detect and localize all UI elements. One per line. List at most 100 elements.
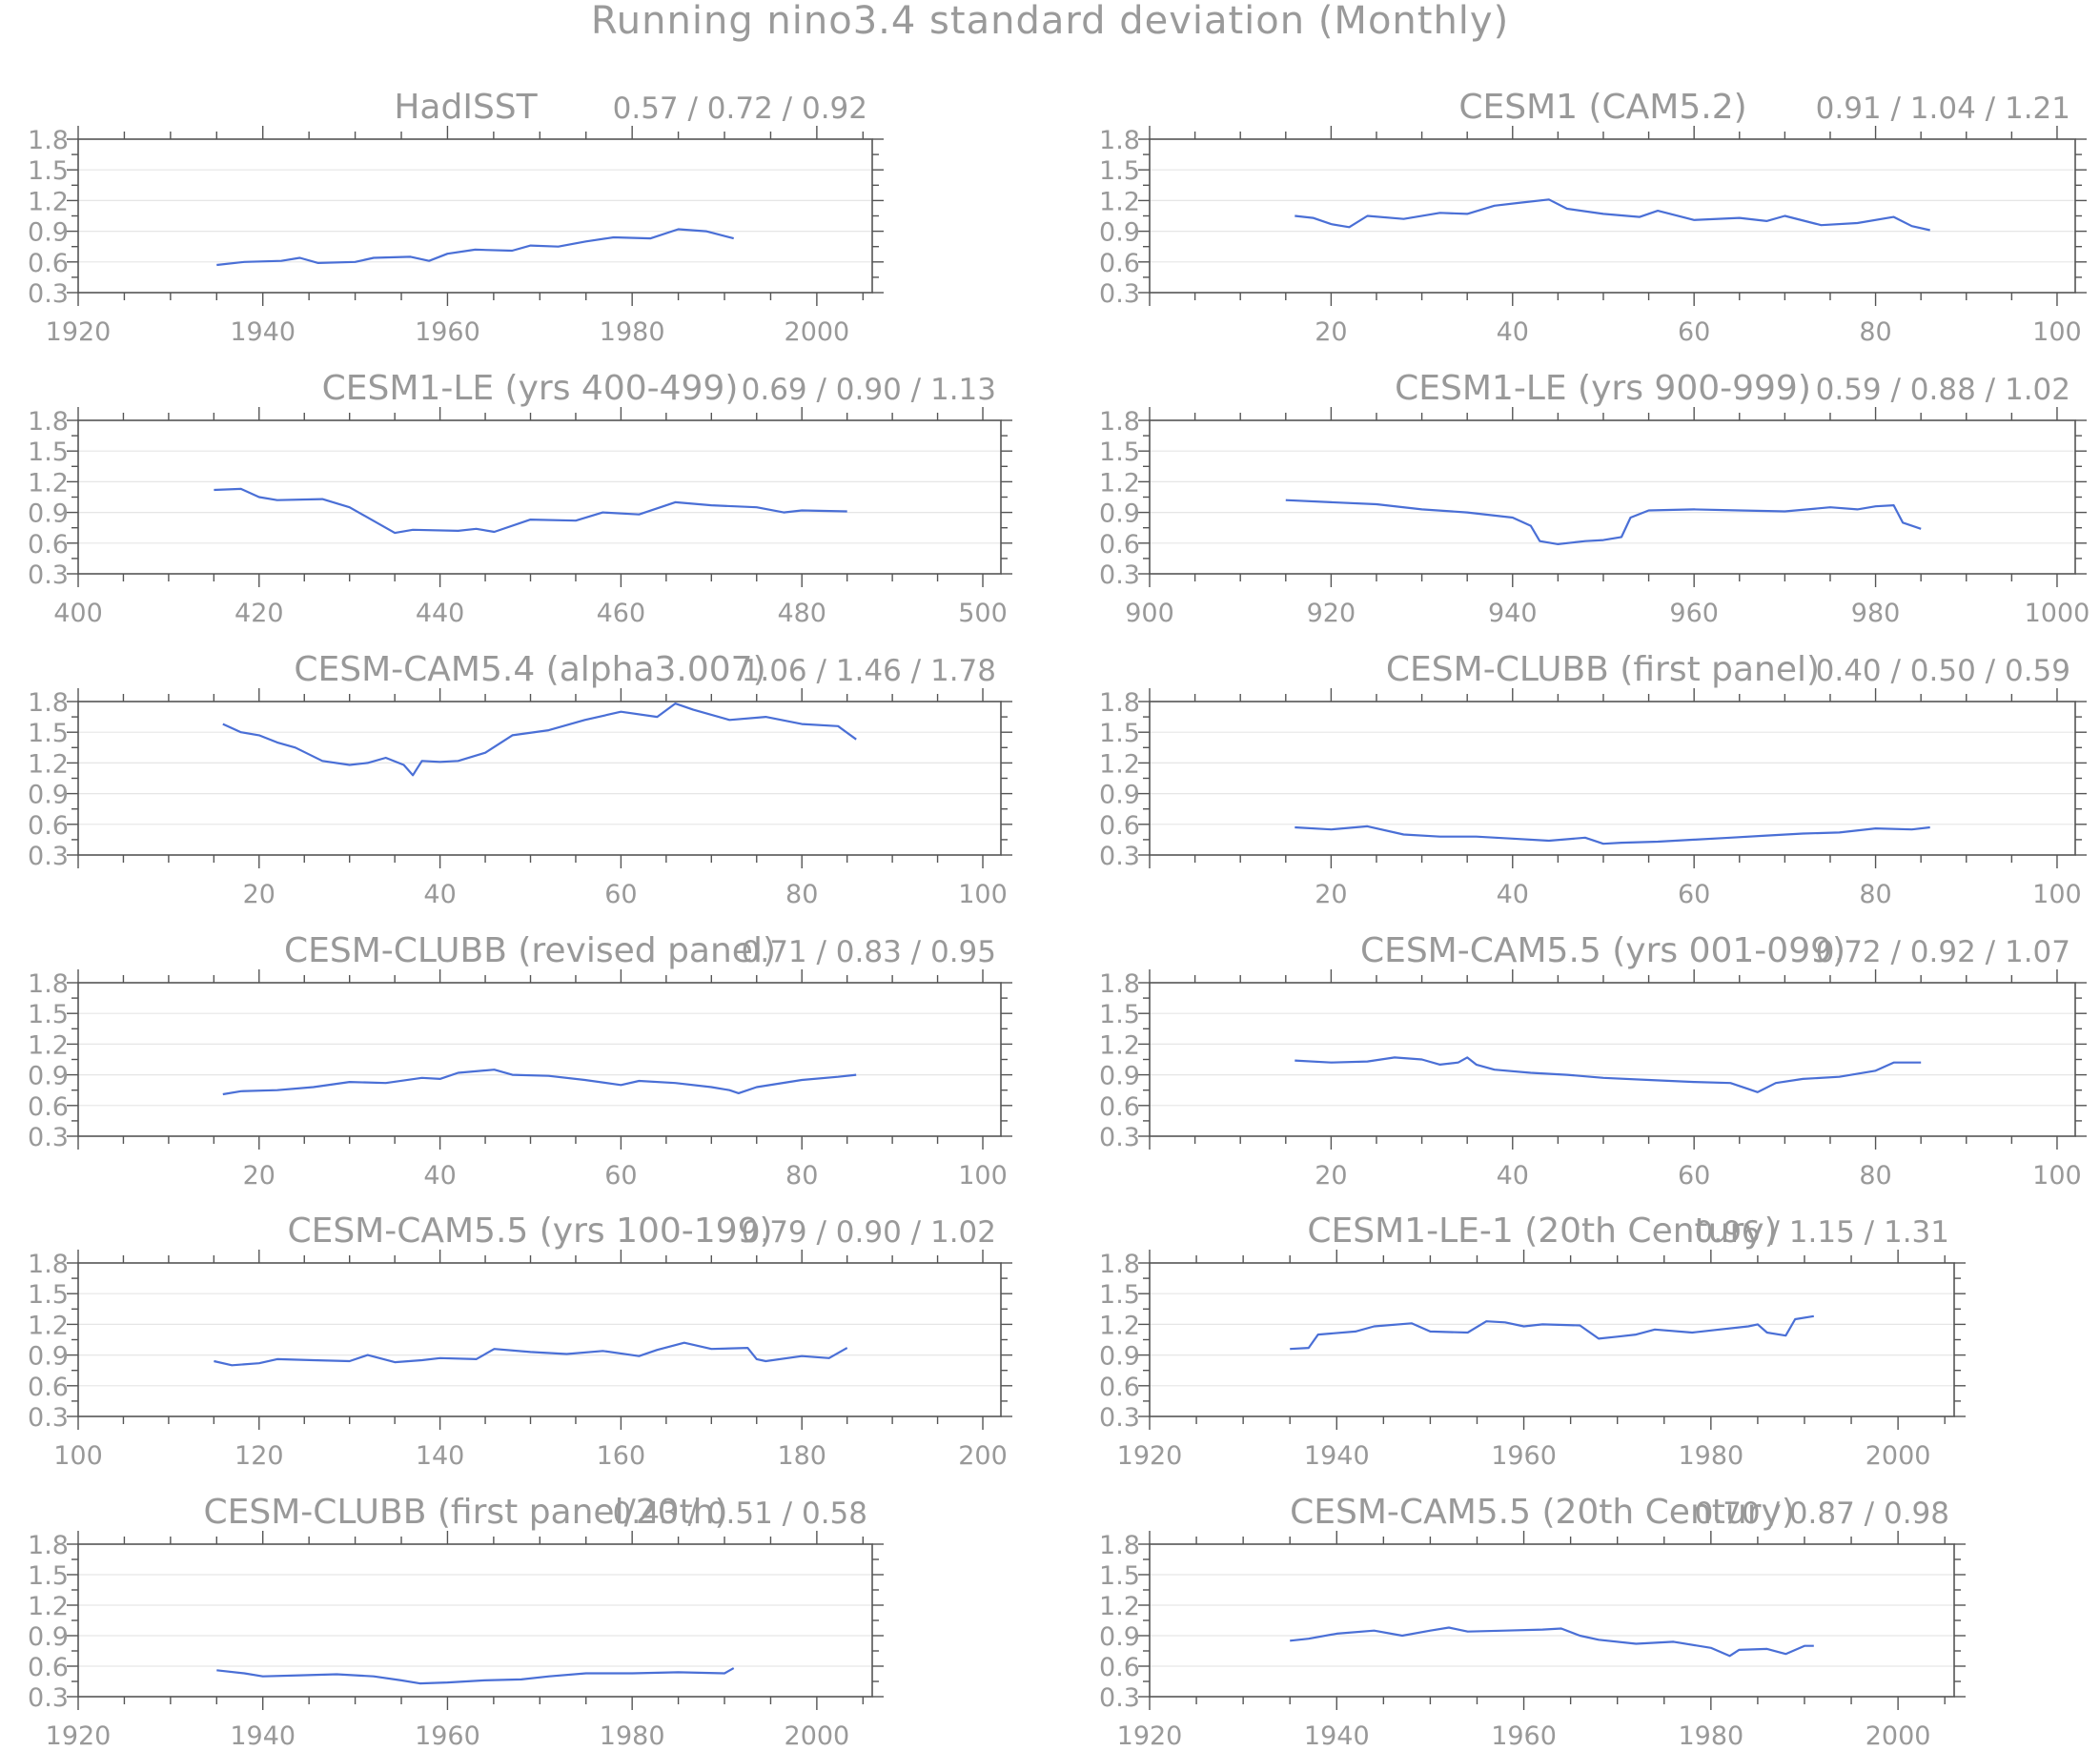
panel-stats: 0.71 / 0.83 / 0.95: [742, 935, 996, 969]
y-tick-label: 1.2: [28, 1311, 69, 1340]
x-tick-label: 1960: [1491, 1441, 1557, 1471]
series-line: [1290, 1626, 1814, 1658]
y-tick-label: 0.6: [28, 249, 69, 278]
y-tick-label: 0.6: [1099, 530, 1140, 560]
x-tick-label: 1920: [1117, 1441, 1183, 1471]
x-tick-label: 60: [1678, 317, 1710, 347]
y-tick-label: 1.2: [1099, 1030, 1140, 1060]
panel-stats: 0.79 / 0.90 / 1.02: [742, 1215, 996, 1250]
x-tick-label: 400: [53, 599, 103, 628]
x-tick-label: 440: [416, 599, 465, 628]
x-tick-label: 1980: [1678, 1441, 1743, 1471]
y-tick-label: 0.3: [1099, 279, 1140, 309]
y-tick-label: 1.2: [1099, 749, 1140, 779]
x-tick-label: 1940: [1304, 1721, 1370, 1751]
plot-frame: [77, 982, 1002, 1137]
x-tick-label: 120: [234, 1441, 284, 1471]
x-tick-label: 1940: [230, 1721, 296, 1751]
chart-panel: 0.30.60.91.21.51.8 20 40 60 80 100 CESM-CAM5.5…: [1099, 931, 2087, 1191]
panel-stats: 1.06 / 1.46 / 1.78: [742, 654, 996, 688]
panel-title: CESM-CAM5.5 (yrs 001-099): [1360, 931, 1845, 970]
panel-title: CESM-CLUBB (first panel/20th): [203, 1493, 727, 1532]
y-tick-label: 1.5: [1099, 1561, 1140, 1591]
plot-frame: [1149, 138, 2076, 294]
x-tick-label: 20: [1315, 880, 1347, 909]
panel-title: CESM1 (CAM5.2): [1458, 88, 1746, 127]
y-tick-label: 1.8: [28, 126, 69, 155]
panel-stats: 0.59 / 0.88 / 1.02: [1816, 373, 2070, 407]
y-tick-label: 0.6: [1099, 1373, 1140, 1402]
y-tick-label: 1.5: [28, 156, 69, 186]
y-tick-label: 1.8: [1099, 969, 1140, 999]
x-tick-label: 60: [1678, 880, 1710, 909]
y-tick-label: 1.8: [1099, 126, 1140, 155]
x-tick-label: 1980: [600, 317, 665, 347]
y-tick-label: 0.9: [28, 218, 69, 248]
series-line: [1295, 825, 1930, 845]
x-tick-label: 1940: [1304, 1441, 1370, 1471]
x-tick-label: 60: [604, 880, 637, 909]
x-tick-label: 420: [234, 599, 284, 628]
x-tick-label: 1960: [1491, 1721, 1557, 1751]
y-tick-label: 0.9: [28, 499, 69, 529]
y-tick-label: 1.5: [1099, 719, 1140, 748]
x-tick-label: 140: [416, 1441, 465, 1471]
y-tick-label: 0.6: [28, 811, 69, 841]
panel-title: CESM-CAM5.5 (yrs 100-199): [287, 1211, 772, 1251]
x-tick-label: 1960: [415, 317, 480, 347]
x-tick-label: 180: [777, 1441, 826, 1471]
x-tick-label: 2000: [1866, 1441, 1931, 1471]
y-tick-label: 0.3: [1099, 1123, 1140, 1152]
y-tick-label: 1.2: [1099, 1311, 1140, 1340]
x-tick-label: 80: [785, 880, 818, 909]
plot-frame: [1149, 1262, 1955, 1417]
chart-panel: 0.30.60.91.21.51.8 20 40 60 80 100 CESM1 (CAM5…: [1099, 88, 2087, 347]
plot-frame: [1149, 982, 2076, 1137]
x-tick-label: 900: [1125, 599, 1174, 628]
y-tick-label: 1.5: [1099, 438, 1140, 467]
y-tick-label: 0.9: [28, 1342, 69, 1372]
panel-title: HadISST: [394, 88, 538, 127]
series-line: [1285, 499, 1922, 546]
y-tick-label: 0.6: [28, 1092, 69, 1122]
y-tick-label: 0.3: [28, 1403, 69, 1433]
plot-frame: [77, 138, 873, 294]
y-tick-label: 0.6: [28, 530, 69, 560]
x-tick-label: 100: [2032, 880, 2082, 909]
series-line: [1295, 1056, 1922, 1093]
y-tick-label: 0.9: [28, 781, 69, 810]
plot-frame: [1149, 701, 2076, 856]
x-tick-label: 20: [1315, 317, 1347, 347]
chart-panel: 0.30.60.91.21.51.8 20 40 60 80 100 CESM-CAM5.4…: [28, 650, 1012, 909]
x-tick-label: 40: [1497, 317, 1529, 347]
y-tick-label: 0.3: [28, 1123, 69, 1152]
y-tick-label: 0.6: [1099, 249, 1140, 278]
series-line: [222, 702, 857, 777]
y-tick-label: 1.8: [1099, 688, 1140, 718]
panel-title: CESM-CAM5.4 (alpha3.007): [294, 650, 765, 689]
y-tick-label: 0.9: [1099, 1622, 1140, 1652]
panel-stats: 0.70 / 0.87 / 0.98: [1695, 1496, 1949, 1531]
x-tick-label: 920: [1307, 599, 1356, 628]
y-tick-label: 0.6: [28, 1653, 69, 1682]
plot-frame: [77, 701, 1002, 856]
chart-panel: 0.30.60.91.21.51.8 900 920 940 960 980 1000 CES…: [1099, 369, 2090, 628]
y-tick-label: 1.8: [28, 407, 69, 437]
y-tick-label: 1.8: [28, 688, 69, 718]
y-tick-label: 1.5: [28, 1280, 69, 1310]
y-tick-label: 0.3: [1099, 1683, 1140, 1713]
series-line: [1290, 1314, 1814, 1351]
y-tick-label: 1.8: [1099, 1531, 1140, 1560]
x-tick-label: 60: [604, 1161, 637, 1191]
panel-stats: 0.91 / 1.04 / 1.21: [1816, 92, 2070, 126]
chart-panel: 0.30.60.91.21.51.8 400 420 440 460 480 500 CESM…: [28, 369, 1012, 628]
panel-stats: 0.43 / 0.51 / 0.58: [613, 1496, 867, 1531]
panel-stats: 0.69 / 0.90 / 1.13: [742, 373, 996, 407]
y-tick-label: 1.2: [1099, 187, 1140, 216]
plot-frame: [77, 419, 1002, 575]
y-tick-label: 0.3: [28, 560, 69, 590]
chart-panel: 0.30.60.91.21.51.8 1920 1940 1960 1980 2000 CE…: [28, 1493, 884, 1751]
y-tick-label: 1.2: [28, 1592, 69, 1621]
x-tick-label: 1920: [46, 1721, 112, 1751]
y-tick-label: 0.6: [28, 1373, 69, 1402]
